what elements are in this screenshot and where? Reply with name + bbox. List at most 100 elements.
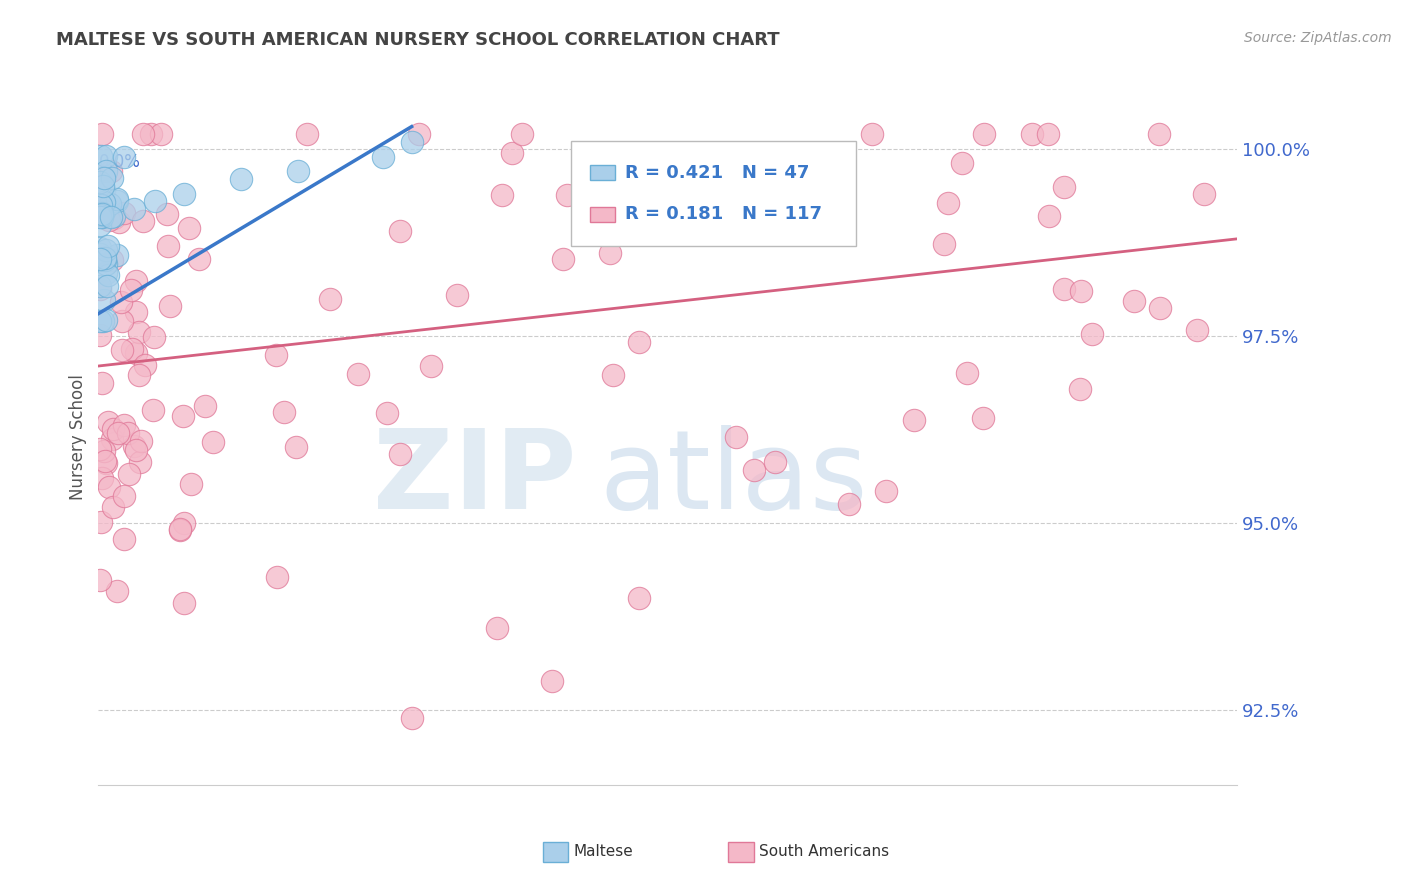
Point: [89, 246, 111, 260]
Point: [401, 711, 423, 725]
Point: [1021, 127, 1043, 141]
Point: [110, 295, 132, 310]
Point: [112, 150, 135, 164]
Text: R = 0.181   N = 117: R = 0.181 N = 117: [624, 205, 821, 223]
Point: [93, 184, 115, 198]
Text: Maltese: Maltese: [574, 845, 633, 859]
Point: [100, 211, 122, 225]
Point: [419, 359, 441, 374]
Point: [149, 127, 172, 141]
Point: [108, 215, 131, 229]
Point: [541, 674, 564, 689]
Text: ZIP: ZIP: [374, 425, 576, 533]
Point: [97, 415, 120, 429]
Point: [491, 188, 513, 202]
Point: [91, 314, 114, 328]
Point: [91, 179, 114, 194]
Point: [90, 471, 112, 485]
Point: [1080, 327, 1102, 342]
Point: [94, 164, 117, 178]
Point: [89, 252, 111, 267]
Point: [742, 463, 765, 477]
Point: [142, 403, 165, 417]
Point: [1070, 284, 1092, 298]
Point: [875, 483, 897, 498]
Point: [111, 314, 134, 328]
Point: [724, 429, 747, 443]
Point: [94, 313, 117, 327]
Point: [486, 621, 509, 635]
Point: [266, 569, 288, 583]
Point: [934, 237, 956, 252]
Point: [90, 149, 112, 163]
Point: [124, 305, 146, 319]
FancyBboxPatch shape: [591, 207, 616, 222]
Point: [347, 367, 370, 381]
Point: [173, 516, 195, 530]
Point: [602, 368, 624, 383]
Point: [169, 522, 191, 536]
Text: South Americans: South Americans: [759, 845, 890, 859]
Point: [273, 405, 295, 419]
Point: [1069, 382, 1091, 396]
Point: [93, 194, 115, 209]
Point: [173, 596, 195, 610]
Point: [103, 210, 125, 224]
Point: [120, 283, 142, 297]
Point: [91, 127, 114, 141]
Point: [101, 432, 124, 446]
Point: [128, 368, 150, 382]
Point: [100, 252, 122, 267]
Point: [142, 329, 165, 343]
Point: [177, 221, 200, 235]
Point: [112, 532, 135, 546]
Point: [117, 426, 139, 441]
Point: [973, 127, 995, 141]
Point: [107, 193, 129, 207]
Point: [903, 413, 925, 427]
Point: [97, 268, 120, 282]
Point: [134, 359, 156, 373]
Point: [121, 342, 143, 356]
Point: [1192, 186, 1215, 201]
Point: [599, 246, 621, 260]
Point: [770, 195, 793, 210]
Point: [156, 239, 179, 253]
Point: [194, 399, 217, 413]
Point: [94, 251, 117, 265]
Point: [89, 219, 111, 233]
Point: [169, 524, 191, 538]
Point: [501, 145, 523, 160]
Point: [90, 515, 112, 529]
Point: [91, 376, 114, 391]
Point: [173, 186, 195, 201]
Point: [101, 422, 124, 436]
Point: [98, 196, 121, 211]
Point: [96, 457, 118, 471]
Point: [89, 210, 111, 224]
Point: [1036, 127, 1059, 141]
Point: [89, 175, 111, 189]
Point: [89, 208, 111, 222]
Point: [107, 425, 129, 440]
Point: [628, 591, 651, 605]
Point: [1147, 127, 1170, 141]
Point: [1122, 294, 1144, 309]
Text: R = 0.421   N = 47: R = 0.421 N = 47: [624, 164, 808, 182]
Point: [97, 239, 120, 253]
Point: [107, 584, 129, 599]
Point: [93, 204, 115, 219]
Point: [118, 467, 141, 481]
Point: [93, 444, 115, 458]
Point: [89, 574, 111, 588]
Point: [628, 335, 651, 350]
Point: [89, 314, 111, 328]
Point: [93, 252, 115, 267]
Point: [737, 211, 759, 225]
Point: [389, 224, 412, 238]
Point: [1038, 209, 1060, 223]
FancyBboxPatch shape: [591, 165, 616, 180]
Point: [89, 282, 111, 296]
Point: [285, 441, 308, 455]
Point: [98, 213, 121, 227]
